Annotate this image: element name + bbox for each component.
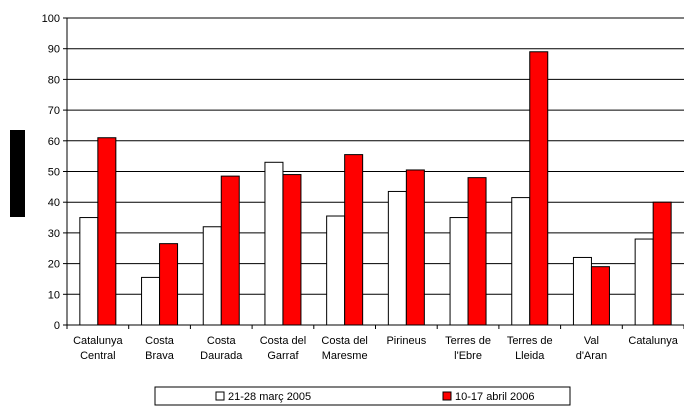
x-tick-label: Garraf xyxy=(267,350,299,362)
legend-label-series-2: 10-17 abril 2006 xyxy=(455,391,535,403)
bar-series-1 xyxy=(511,197,531,326)
y-tick-label: 60 xyxy=(48,136,60,148)
bars xyxy=(79,51,672,326)
bar-series-2 xyxy=(159,243,179,326)
bar-series-1 xyxy=(202,226,222,326)
y-tick-label: 20 xyxy=(48,259,60,271)
y-tick-label: 40 xyxy=(48,197,60,209)
y-tick-label: 30 xyxy=(48,228,60,240)
bar-series-1 xyxy=(79,217,99,326)
x-tick-label: Costa xyxy=(145,335,175,347)
bar-series-2 xyxy=(405,169,425,326)
x-tick-label: Catalunya xyxy=(628,335,678,347)
x-tick-label: Val xyxy=(584,335,599,347)
x-tick-label: Costa del xyxy=(260,335,306,347)
y-tick-label: 70 xyxy=(48,105,60,117)
bar-series-1 xyxy=(141,276,161,326)
y-tick-label: 10 xyxy=(48,289,60,301)
bar-series-1 xyxy=(264,161,284,326)
x-tick-label: Costa xyxy=(207,335,237,347)
bar-series-2 xyxy=(590,266,610,326)
x-tick-label: Lleida xyxy=(515,350,545,362)
x-tick-label: Costa del xyxy=(321,335,367,347)
x-tick-label: l'Ebre xyxy=(454,350,482,362)
legend-label-series-1: 21-28 març 2005 xyxy=(228,391,311,403)
bar-series-2 xyxy=(220,175,240,326)
legend-box xyxy=(154,386,571,406)
y-axis: 0 10 20 30 40 50 60 70 80 90 100 xyxy=(42,13,68,332)
y-tick-label: 50 xyxy=(48,167,60,179)
bar-series-1 xyxy=(572,256,592,326)
bar-series-1 xyxy=(634,238,654,326)
bar-series-2 xyxy=(282,174,302,326)
legend-swatch-series-1 xyxy=(215,391,225,401)
x-tick-label: Central xyxy=(80,350,115,362)
y-tick-label: 90 xyxy=(48,44,60,56)
y-tick-label: 100 xyxy=(42,13,60,25)
bar-series-2 xyxy=(97,137,117,326)
legend-swatch-series-2 xyxy=(442,391,452,401)
bar-series-2 xyxy=(344,154,364,326)
y-tick-label: 0 xyxy=(54,320,60,332)
x-tick-label: Brava xyxy=(145,350,175,362)
bar-series-2 xyxy=(529,51,549,326)
x-tick-label: Maresme xyxy=(322,350,368,362)
bar-series-1 xyxy=(449,217,469,326)
x-tick-label: d'Aran xyxy=(576,350,607,362)
bar-series-2 xyxy=(652,201,672,326)
y-tick-label: 80 xyxy=(48,74,60,86)
bar-series-1 xyxy=(326,215,346,326)
bar-series-2 xyxy=(467,177,487,326)
x-tick-label: Terres de xyxy=(445,335,491,347)
x-axis: Catalunya Central Costa Brava Costa Daurada Co… xyxy=(66,324,684,362)
legend: 21-28 març 2005 10-17 abril 2006 xyxy=(154,386,571,406)
x-tick-label: Daurada xyxy=(200,350,243,362)
x-tick-label: Pirineus xyxy=(386,335,426,347)
x-tick-label: Terres de xyxy=(507,335,553,347)
bar-series-1 xyxy=(387,190,407,326)
x-tick-label: Catalunya xyxy=(73,335,123,347)
left-edge-black-mark xyxy=(10,130,25,217)
